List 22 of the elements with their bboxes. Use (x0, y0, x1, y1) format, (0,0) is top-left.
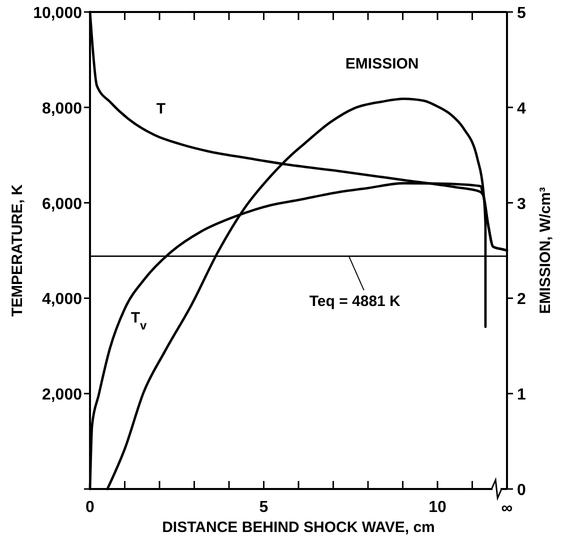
x-tick-label: 10 (428, 499, 446, 516)
x-tick-label: 0 (86, 499, 95, 516)
x-axis-title: DISTANCE BEHIND SHOCK WAVE, cm (162, 519, 435, 536)
series-label: T$_{v}$ (130, 310, 147, 333)
series-label: T (156, 100, 166, 118)
y-tick-label: 4,000 (42, 291, 82, 308)
y2-tick-label: 3 (517, 196, 526, 213)
y2-tick-label: 4 (517, 100, 526, 118)
x-tick-label: ∞ (501, 500, 513, 517)
y-tick-label: 10,000 (33, 5, 82, 22)
y2-tick-label: 1 (517, 386, 526, 404)
y2-tick-label: 0 (517, 482, 526, 499)
y2-axis-title: EMISSION, W/cm³ (537, 187, 554, 314)
y2-tick-label: 5 (517, 5, 526, 22)
annotation: Teq = 4881 K (309, 293, 401, 310)
y2-tick-label: 2 (517, 291, 526, 308)
y-tick-label: 6,000 (42, 196, 82, 213)
y-tick-label: 2,000 (42, 386, 82, 404)
y-axis-title: TEMPERATURE, K (9, 184, 26, 317)
y-tick-label: 8,000 (42, 100, 82, 118)
series-label: EMISSION (345, 55, 419, 72)
x-tick-label: 5 (259, 499, 268, 516)
